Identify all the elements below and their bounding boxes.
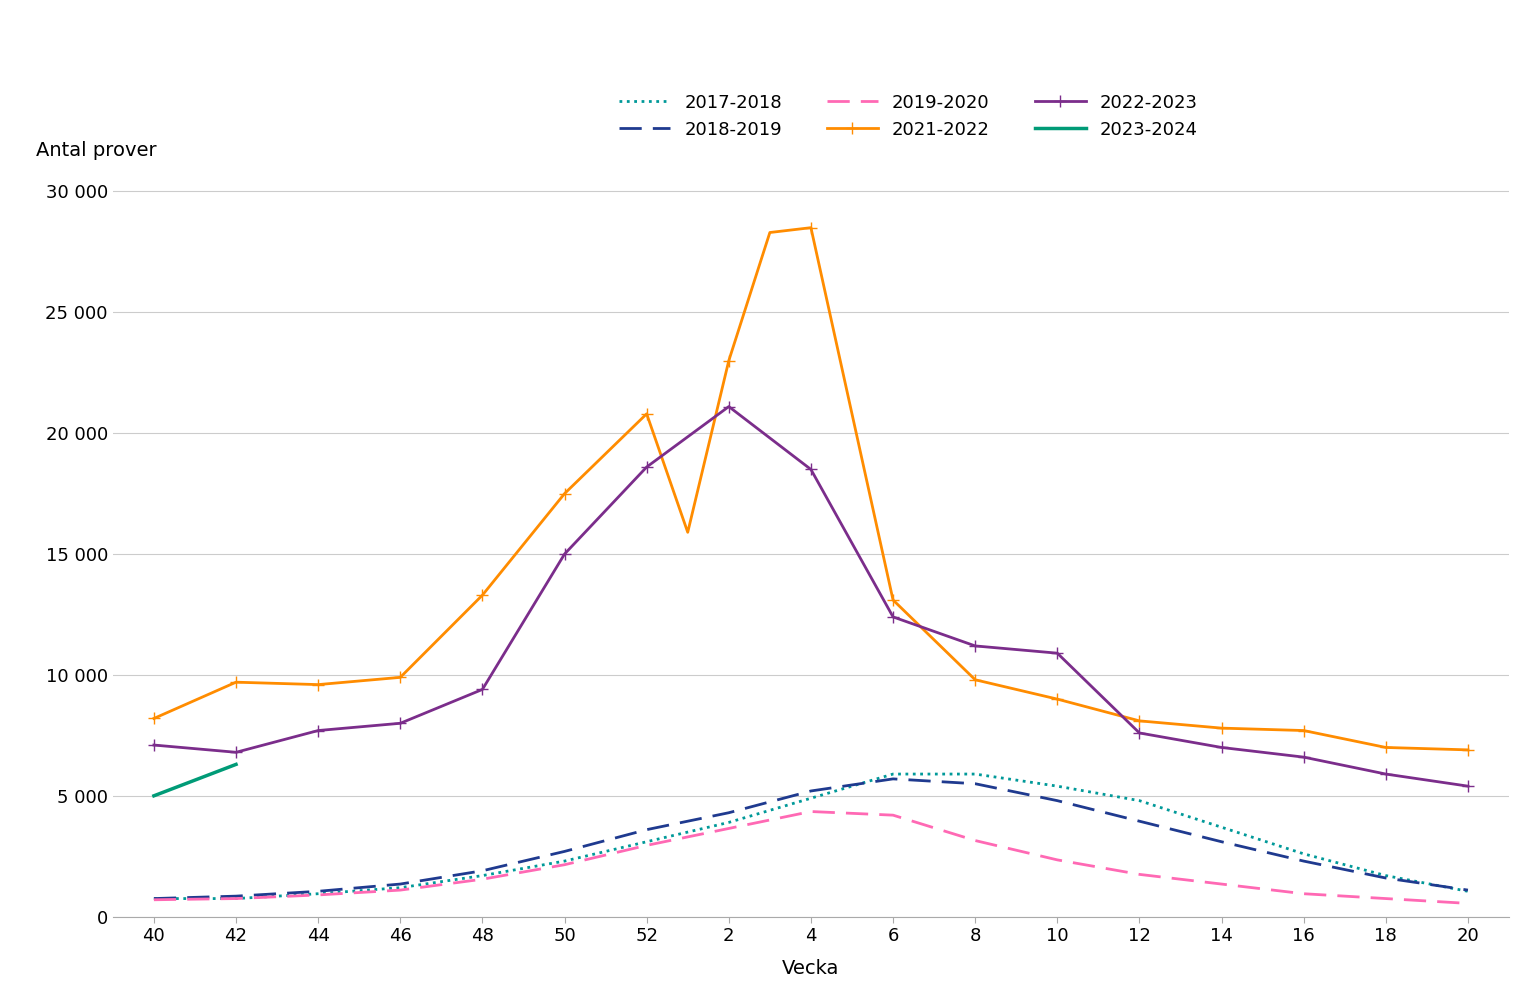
2018-2019 xyxy=(392,878,410,890)
2018-2019 xyxy=(966,778,985,789)
2017-2018 xyxy=(474,870,492,882)
2019-2020 xyxy=(145,894,163,906)
Line: 2017-2018: 2017-2018 xyxy=(154,775,1468,899)
X-axis label: Vecka: Vecka xyxy=(782,959,840,978)
2019-2020 xyxy=(1294,888,1312,900)
2018-2019 xyxy=(1376,872,1394,884)
2019-2020 xyxy=(474,873,492,885)
2018-2019 xyxy=(1131,815,1149,827)
2021-2022 xyxy=(760,226,779,238)
2017-2018 xyxy=(802,792,820,804)
2021-2022 xyxy=(637,408,655,420)
2021-2022 xyxy=(1294,725,1312,737)
2021-2022 xyxy=(1213,722,1231,734)
2018-2019 xyxy=(884,773,902,784)
2022-2023 xyxy=(802,464,820,476)
2021-2022 xyxy=(719,355,738,366)
2021-2022 xyxy=(1458,744,1477,756)
Line: 2021-2022: 2021-2022 xyxy=(148,222,1474,756)
2017-2018 xyxy=(1049,780,1067,792)
2019-2020 xyxy=(1131,869,1149,881)
2022-2023 xyxy=(1131,727,1149,739)
2017-2018 xyxy=(1131,794,1149,806)
2017-2018 xyxy=(884,769,902,780)
2019-2020 xyxy=(1458,898,1477,910)
2022-2023 xyxy=(884,611,902,623)
2019-2020 xyxy=(719,822,738,834)
2019-2020 xyxy=(966,834,985,846)
2018-2019 xyxy=(637,824,655,836)
2022-2023 xyxy=(555,548,573,560)
2017-2018 xyxy=(392,882,410,894)
2022-2023 xyxy=(966,639,985,651)
2019-2020 xyxy=(1376,893,1394,905)
2021-2022 xyxy=(1131,715,1149,727)
2017-2018 xyxy=(555,855,573,867)
2021-2022 xyxy=(966,674,985,686)
2019-2020 xyxy=(392,884,410,896)
2017-2018 xyxy=(966,769,985,780)
2022-2023 xyxy=(1458,780,1477,792)
2017-2018 xyxy=(637,836,655,848)
2022-2023 xyxy=(227,747,245,759)
2021-2022 xyxy=(802,221,820,233)
2021-2022 xyxy=(392,671,410,683)
2018-2019 xyxy=(145,893,163,905)
2022-2023 xyxy=(145,739,163,751)
2019-2020 xyxy=(884,809,902,821)
2018-2019 xyxy=(474,865,492,877)
2019-2020 xyxy=(637,839,655,851)
2022-2023 xyxy=(309,725,328,737)
2022-2023 xyxy=(1376,769,1394,780)
2022-2023 xyxy=(719,400,738,412)
2019-2020 xyxy=(1213,878,1231,890)
2018-2019 xyxy=(802,785,820,797)
Legend: 2017-2018, 2018-2019, 2019-2020, 2021-2022, 2022-2023, 2023-2024: 2017-2018, 2018-2019, 2019-2020, 2021-20… xyxy=(613,86,1205,146)
2017-2018 xyxy=(309,888,328,900)
2018-2019 xyxy=(719,806,738,818)
2021-2022 xyxy=(884,594,902,606)
2017-2018 xyxy=(719,816,738,828)
2023-2024 xyxy=(145,789,163,801)
2018-2019 xyxy=(1458,884,1477,896)
2019-2020 xyxy=(555,859,573,871)
2021-2022 xyxy=(145,713,163,725)
2022-2023 xyxy=(392,717,410,729)
2022-2023 xyxy=(637,461,655,473)
2018-2019 xyxy=(227,890,245,902)
2019-2020 xyxy=(802,805,820,817)
2017-2018 xyxy=(227,893,245,905)
2018-2019 xyxy=(1049,794,1067,806)
2023-2024 xyxy=(227,759,245,771)
2021-2022 xyxy=(1049,693,1067,705)
2018-2019 xyxy=(1213,836,1231,848)
2019-2020 xyxy=(309,889,328,901)
2019-2020 xyxy=(227,893,245,905)
2021-2022 xyxy=(555,488,573,499)
2018-2019 xyxy=(1294,855,1312,867)
2022-2023 xyxy=(474,683,492,695)
2021-2022 xyxy=(678,526,696,538)
2018-2019 xyxy=(555,845,573,857)
2017-2018 xyxy=(1376,870,1394,882)
2017-2018 xyxy=(1458,886,1477,898)
2018-2019 xyxy=(309,886,328,898)
2017-2018 xyxy=(1213,821,1231,833)
2022-2023 xyxy=(1049,647,1067,659)
2019-2020 xyxy=(1049,854,1067,866)
Line: 2022-2023: 2022-2023 xyxy=(148,401,1474,791)
Line: 2019-2020: 2019-2020 xyxy=(154,811,1468,904)
Line: 2018-2019: 2018-2019 xyxy=(154,779,1468,899)
Line: 2023-2024: 2023-2024 xyxy=(154,765,236,795)
2021-2022 xyxy=(474,589,492,601)
2022-2023 xyxy=(1213,742,1231,754)
2021-2022 xyxy=(1376,742,1394,754)
2022-2023 xyxy=(1294,751,1312,763)
2021-2022 xyxy=(227,676,245,688)
2017-2018 xyxy=(145,893,163,905)
Text: Antal prover: Antal prover xyxy=(37,141,157,160)
2017-2018 xyxy=(1294,848,1312,860)
2021-2022 xyxy=(309,678,328,690)
